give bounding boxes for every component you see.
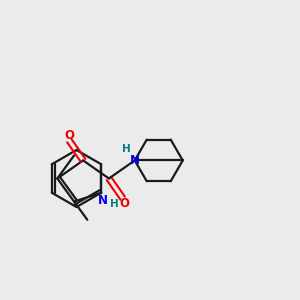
Text: O: O [119, 197, 129, 210]
Text: N: N [98, 194, 108, 207]
Text: H: H [122, 144, 131, 154]
Text: O: O [64, 129, 74, 142]
Text: H: H [110, 199, 119, 209]
Text: N: N [130, 154, 140, 167]
